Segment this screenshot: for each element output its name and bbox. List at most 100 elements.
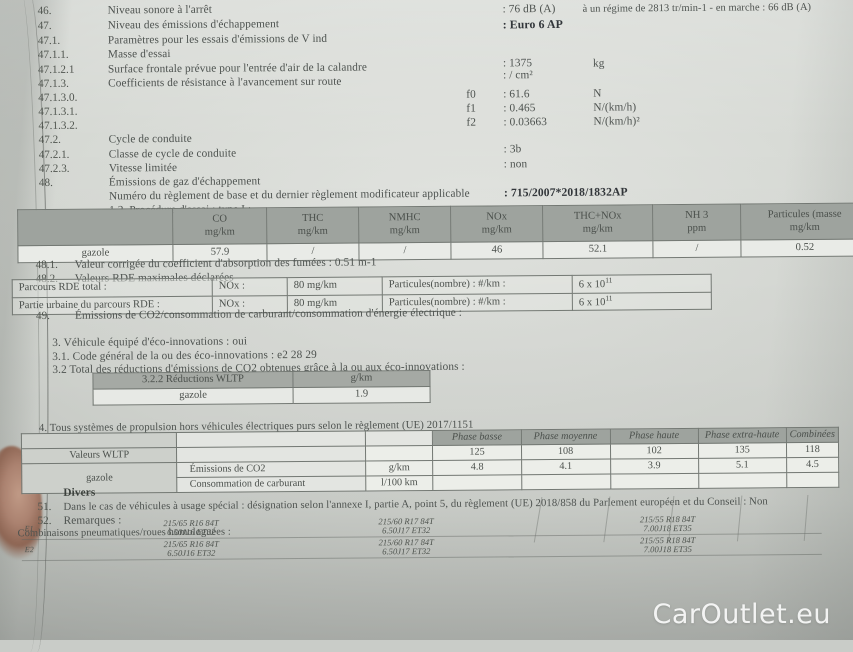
entry-value-47-1-1: : 1375 (502, 57, 533, 70)
eco-row-fuel: gazole (93, 387, 294, 406)
entry-label-47-1-3: Coefficients de résistance à l'avancemen… (108, 75, 342, 90)
wltp-header-phase-basse: Phase basse (432, 429, 521, 446)
rde-nox-label-total: NOx : (212, 277, 288, 296)
co2-section-num: 49. (35, 309, 50, 323)
emissions-header-co: CO mg/km (172, 207, 267, 245)
eco-line-1: 3. Véhicule équipé d'éco-innovations : o… (52, 335, 248, 349)
wltp-row-label-co2: Émissions de CO2 (177, 460, 366, 478)
tyre-rim-e1-2: 6.50J17 ET32 (382, 524, 431, 536)
wltp-header-phase-extra-haute: Phase extra-haute (697, 427, 787, 444)
emissions-header-nox: NOx mg/km (450, 205, 543, 243)
tyre-cell-e1-2: 215/60 R17 84T 6.50J17 ET32 (298, 515, 514, 538)
wltp-fuel-extra-haute: 5.1 (698, 457, 787, 474)
wltp-group-label: Valeurs WLTP (21, 447, 178, 464)
wltp-co2-extra-haute: 135 (698, 442, 787, 459)
divers-num-51: 51. (37, 500, 52, 514)
wltp-row-unit-consumption: l/100 km (365, 475, 434, 491)
rde-particules-urban: 6 x 1011 (572, 291, 712, 311)
wltp-pad-3 (610, 473, 699, 490)
emissions-table: CO mg/km THC mg/km NMHC mg/km NOx mg/km … (17, 203, 853, 264)
coefficient-key-f0: f0 (466, 88, 476, 101)
entry-num-47-1-3-2: 47.1.3.2. (38, 119, 78, 133)
entry-num-47-1-2-1: 47.1.2.1 (37, 63, 75, 77)
wltp-fuel-moyenne: 4.1 (521, 459, 611, 475)
rde-particules-exponent-total: 11 (605, 275, 613, 285)
eco-table-data-row: gazole 1.9 (93, 386, 431, 406)
wltp-fuel-haute: 3.9 (610, 458, 699, 475)
entry-value-47-2-1: : 3b (503, 143, 522, 156)
wltp-header-combinees: Combinées (786, 427, 839, 443)
wltp-pad-4 (698, 472, 787, 489)
wltp-header-blank-1 (21, 432, 177, 449)
emissions-value-thc-nox: 52.1 (542, 240, 654, 259)
entry-unit-47-1-1: kg (592, 57, 605, 70)
divers-line-51: Dans le cas de véhicules à usage spécial… (63, 495, 768, 513)
wltp-co2-basse: 125 (432, 444, 522, 461)
coefficient-value-f0: : 61.6 (503, 88, 530, 101)
entry-num-47-1-3-1: 47.1.3.1. (38, 105, 78, 119)
entry-num-47-2-1: 47.2.1. (38, 148, 70, 162)
wltp-pad-2 (521, 474, 611, 490)
smoke-num: 48.1. (35, 258, 58, 272)
coefficient-value-f1: : 0.465 (503, 102, 536, 115)
entry-label-46: Niveau sonore à l'arrêt (107, 3, 213, 17)
wltp-row-label-consumption: Consommation de carburant (177, 475, 366, 493)
wltp-row-unit-co2: g/km (365, 460, 434, 476)
tyre-combinations-table: E1 215/65 R16 84T 6.50J16 ET32 215/60 R1… (21, 512, 822, 561)
entry-label-48: Émissions de gaz d'échappement (108, 175, 261, 189)
wltp-fuel-basse: 4.8 (433, 459, 522, 476)
tyre-cell-e2-1: 215/65 R16 84T 6.50J16 ET32 (83, 537, 299, 561)
tyre-rim-e2-2: 6.50J17 ET32 (382, 546, 431, 557)
emissions-value-particules: 0.52 (740, 239, 853, 258)
watermark-caroutlet: CarOutlet.eu (652, 599, 831, 630)
wltp-pad-5 (786, 472, 839, 488)
tyre-rim-e1-1: 6.50J16 ET32 (167, 526, 216, 538)
rde-nox-total: 80 mg/km (287, 276, 383, 296)
regulation-value: : 715/2007*2018/1832AP (503, 185, 628, 200)
emissions-header-nh3: NH 3 ppm (652, 204, 741, 241)
entry-label-47-1-2-1: Surface frontale prévue pour l'entrée d'… (107, 61, 367, 76)
entry-num-47-1-1: 47.1.1. (37, 48, 69, 62)
entry-label-47-2: Cycle de conduite (108, 132, 192, 146)
emissions-header-blank (17, 208, 173, 246)
wltp-co2-haute: 102 (610, 443, 699, 460)
emissions-header-nmhc: NMHC mg/km (358, 206, 451, 244)
regulation-label: Numéro du règlement de base et du dernie… (108, 187, 470, 203)
wltp-fuel-label: gazole (21, 462, 178, 494)
wltp-blank-b (365, 445, 434, 461)
entry-value-47-2-3: : non (503, 158, 528, 171)
eco-header-wltp: 3.2.2 Réductions WLTP (92, 371, 294, 390)
wltp-header-phase-moyenne: Phase moyenne (520, 429, 611, 445)
entry-num-47-2-3: 47.2.3. (38, 162, 70, 176)
coefficient-unit-f1: N/(km/h) (593, 101, 637, 114)
entry-value-47-1-2-1: : / cm² (503, 69, 533, 82)
tyre-rim-e1-3: 7.00J18 ET35 (643, 522, 692, 534)
eco-line-2: 3.1. Code général de la ou des éco-innov… (52, 348, 317, 363)
entry-label-47: Niveau des émissions d'échappement (107, 18, 280, 32)
emissions-value-nox: 46 (450, 241, 544, 260)
tyre-cell-e1-1: 215/65 R16 84T 6.50J16 ET32 (83, 517, 299, 540)
smoke-label: Valeur corrigée du coefficient d'absorpt… (74, 256, 377, 271)
rde-particules-label-total: Particules(nombre) : #/km : (382, 275, 573, 295)
wltp-pad-1 (433, 474, 522, 491)
eco-header-unit: g/km (292, 370, 431, 388)
eco-row-value: 1.9 (293, 386, 431, 404)
tyre-cell-e2-2: 215/60 R17 84T 6.50J17 ET32 (298, 535, 514, 559)
wltp-header-phase-haute: Phase haute (609, 428, 699, 445)
tyre-row-label-e1: E1 (21, 518, 84, 540)
emissions-value-nh3: / (652, 240, 742, 258)
entry-num-47-2: 47.2. (38, 133, 61, 147)
entry-label-47-1-1: Masse d'essai (107, 48, 171, 61)
tyre-rim-e2-1: 6.50J16 ET32 (167, 547, 216, 559)
entry-num-48: 48. (38, 176, 53, 190)
entry-value-47: : Euro 6 AP (502, 16, 563, 32)
wltp-header-blank-2 (176, 430, 366, 448)
co2-section-label: Émissions de CO2/consommation de carbura… (74, 306, 463, 322)
entry-label-47-2-1: Classe de cycle de conduite (108, 147, 237, 161)
tyre-cell-e1-3: 215/55 R18 84T 7.00J18 ET35 (513, 512, 822, 536)
emissions-header-thc-nox: THC+NOx mg/km (542, 204, 653, 242)
coefficient-unit-f2: N/(km/h)² (593, 115, 640, 128)
entry-num-46: 46. (37, 4, 52, 18)
